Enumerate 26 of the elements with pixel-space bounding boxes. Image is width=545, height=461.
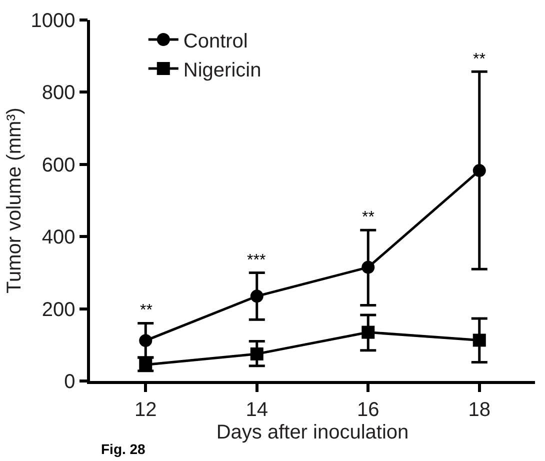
annotation: ** bbox=[473, 51, 486, 68]
point bbox=[362, 260, 375, 274]
annotation: ** bbox=[140, 302, 152, 319]
point bbox=[250, 290, 264, 303]
caption: Fig. 28 bbox=[101, 441, 146, 457]
y-tick-label: 600 bbox=[42, 154, 76, 176]
y-tick-label: 0 bbox=[64, 371, 76, 393]
y-tick-label: 400 bbox=[42, 226, 76, 249]
legend-label: Nigericin bbox=[183, 59, 262, 82]
annotation: *** bbox=[247, 252, 266, 269]
legend-label: Control bbox=[183, 30, 248, 52]
point bbox=[472, 164, 486, 178]
point bbox=[362, 326, 375, 339]
x-tick-label: 14 bbox=[246, 398, 268, 421]
annotation: ** bbox=[362, 209, 374, 226]
y-tick-label: 1000 bbox=[30, 10, 76, 32]
y-axis-title: Tumor volume (mm³) bbox=[3, 108, 26, 294]
point bbox=[139, 334, 152, 348]
y-tick-label: 800 bbox=[42, 82, 76, 104]
point bbox=[472, 334, 486, 347]
x-tick-label: 18 bbox=[468, 398, 491, 421]
y-tick-label: 200 bbox=[42, 298, 76, 321]
point bbox=[250, 347, 264, 360]
x-tick-label: 16 bbox=[357, 398, 380, 421]
x-axis-title: Days after inoculation bbox=[216, 421, 409, 444]
x-tick-label: 12 bbox=[134, 398, 157, 421]
